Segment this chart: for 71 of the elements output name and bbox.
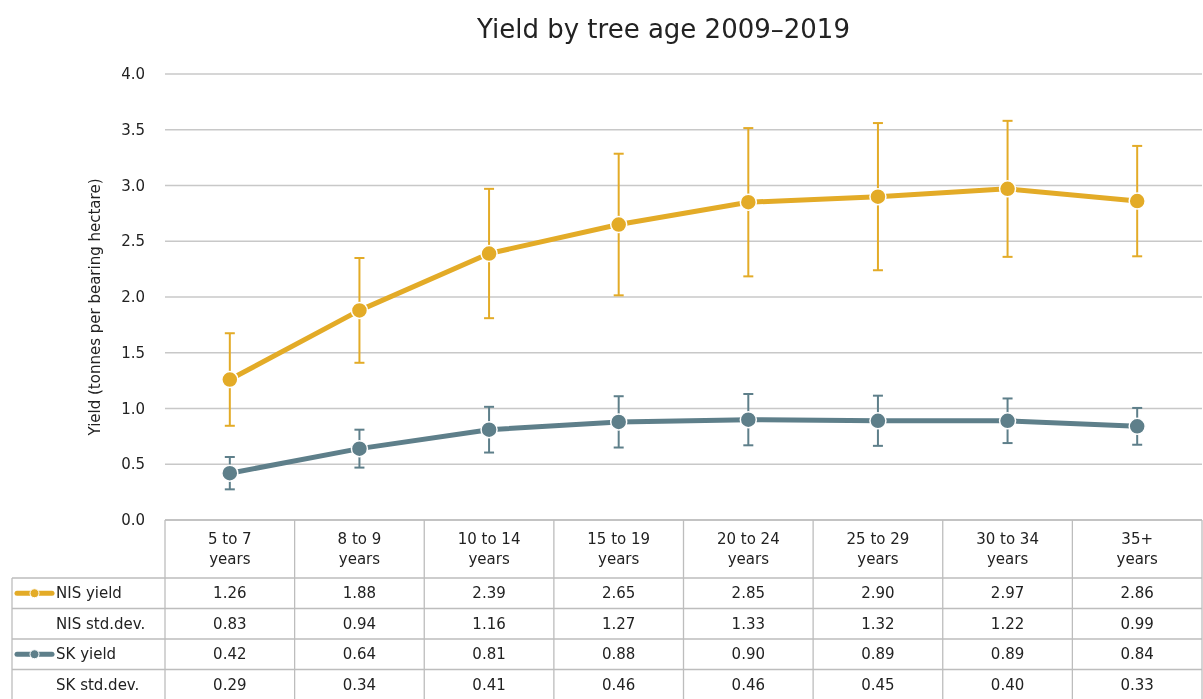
text: 0.40: [990, 675, 1025, 694]
text: SK std.dev.: [56, 675, 140, 694]
text: 1.33: [731, 614, 766, 633]
text: 0.94: [342, 614, 377, 633]
point: [739, 193, 758, 211]
data-label: 0.81: [472, 645, 506, 664]
y-tick-label: 2.5: [121, 232, 145, 251]
point: [480, 420, 498, 439]
y-tick-label: 1.0: [121, 399, 145, 418]
y-tick-label: 3.5: [121, 120, 145, 139]
legend-label: NIS yield: [56, 584, 122, 603]
point: [1128, 192, 1146, 210]
data-label: 1.26: [213, 584, 247, 603]
point: [1128, 417, 1146, 436]
text: NIS std.dev.: [56, 614, 146, 633]
x-tick-label: 20 to 24 years: [716, 530, 780, 568]
data-label: 0.84: [1120, 645, 1154, 664]
text: 0.46: [601, 675, 636, 694]
y-tick-label: 1.5: [121, 343, 145, 362]
data-label: 2.86: [1120, 584, 1154, 603]
text: 1.27: [601, 614, 636, 633]
x-tick-label: 30 to 34 years: [976, 530, 1039, 568]
text: 0.29: [213, 675, 247, 694]
x-tick-label: 10 to 14 years: [457, 530, 521, 568]
point: [998, 180, 1017, 198]
point: [221, 464, 239, 482]
data-label: 0.88: [601, 645, 636, 664]
text: 1.22: [990, 614, 1025, 633]
text: 1.32: [861, 614, 895, 633]
x-tick-label: 5 to 7 years: [207, 530, 252, 568]
data-label: 1.88: [342, 584, 377, 603]
data-label: 2.85: [731, 584, 766, 603]
y-tick-label: 2.0: [121, 288, 145, 306]
point: [739, 410, 758, 429]
point: [221, 370, 239, 389]
legend-label: SK yield: [56, 645, 117, 664]
text: 0.34: [342, 675, 377, 694]
data-label: 0.89: [861, 645, 895, 664]
point: [350, 439, 369, 458]
x-tick-label: 8 to 9 years: [337, 530, 382, 568]
chart-title: Yield by tree age 2009–2019: [476, 14, 850, 44]
text: 0.83: [213, 614, 247, 633]
data-label: 0.90: [731, 645, 766, 664]
x-tick-label: 35+ years: [1116, 530, 1159, 568]
data-label: 0.64: [342, 645, 377, 664]
point: [609, 413, 628, 431]
point: [350, 301, 369, 320]
text: 1.16: [472, 614, 506, 633]
data-label: 0.42: [213, 645, 247, 664]
text: 0.41: [472, 675, 506, 694]
text: 0.99: [1120, 614, 1154, 633]
point: [998, 412, 1017, 430]
point: [869, 187, 887, 206]
y-tick-label: 3.0: [121, 176, 145, 195]
text: 0.33: [1120, 675, 1154, 694]
y-tick-label: 0.0: [121, 511, 145, 529]
point: [480, 244, 498, 263]
data-label: 2.65: [601, 584, 636, 603]
text: 0.45: [861, 675, 895, 694]
data-label: 0.89: [990, 645, 1025, 664]
y-tick-label: 0.5: [121, 455, 145, 474]
data-label: 2.39: [472, 584, 506, 603]
data-label: 2.90: [861, 584, 895, 603]
point: [609, 215, 628, 234]
x-tick-label: 15 to 19 years: [587, 530, 651, 568]
data-label: 2.97: [990, 584, 1025, 603]
point: [869, 412, 887, 430]
y-tick-label: 4.0: [121, 65, 145, 83]
x-tick-label: 25 to 29 years: [846, 530, 910, 568]
y-axis-title: Yield (tonnes per bearing hectare): [86, 178, 104, 437]
text: 0.46: [731, 675, 766, 694]
